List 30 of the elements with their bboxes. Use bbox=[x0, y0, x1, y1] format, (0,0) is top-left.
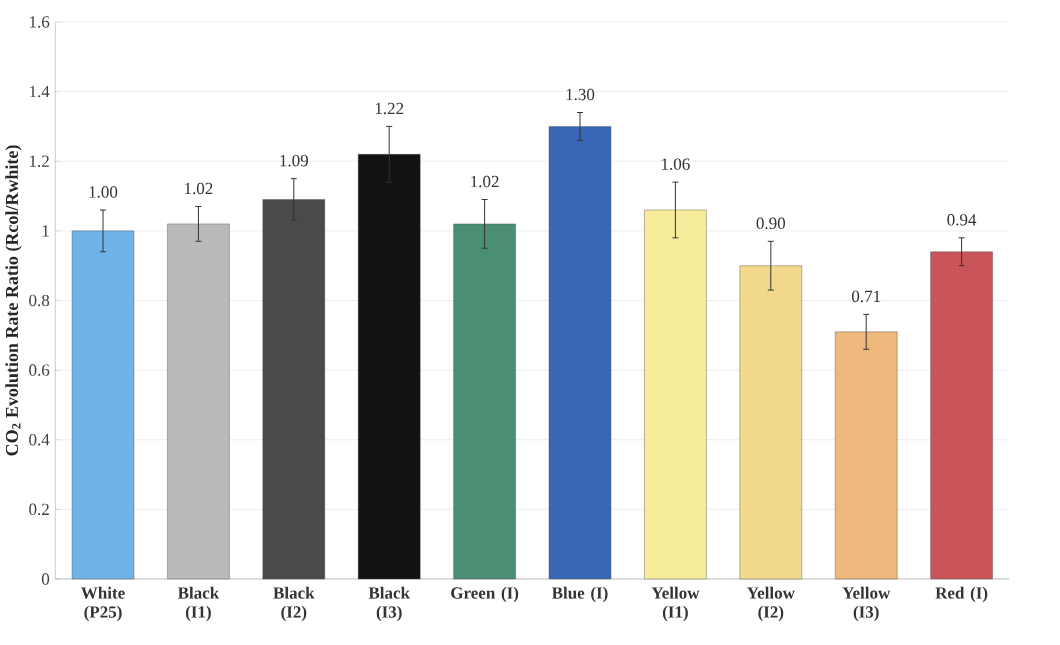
data-label: 0.71 bbox=[851, 290, 881, 303]
x-tick-label: Green (I) bbox=[451, 586, 519, 603]
data-label: 1.00 bbox=[89, 186, 118, 198]
x-tick-label: Black (I1) bbox=[177, 586, 220, 622]
data-label: 0.94 bbox=[947, 214, 977, 226]
x-tick-label: Black (I2) bbox=[273, 586, 315, 622]
x-tick-label: Black (I3) bbox=[368, 586, 410, 622]
x-tick-label: White (P25) bbox=[81, 586, 125, 622]
y-tick-label: 1.6 bbox=[30, 16, 50, 28]
x-tick-label: Yellow (I1) bbox=[651, 586, 700, 622]
y-tick-label: 1 bbox=[42, 225, 49, 237]
data-label: 0.90 bbox=[756, 217, 786, 230]
x-tick-label: Red (I) bbox=[935, 586, 988, 603]
data-label: 1.02 bbox=[185, 182, 213, 195]
y-tick-label: 1.2 bbox=[30, 155, 49, 167]
data-label: 1.02 bbox=[471, 175, 499, 188]
y-tick-label: 1.4 bbox=[30, 85, 50, 98]
x-tick-label: Yellow (I2) bbox=[747, 586, 795, 622]
y-tick-label: 0.2 bbox=[29, 503, 49, 516]
y-tick-label: 0 bbox=[41, 573, 50, 585]
data-label: 1.06 bbox=[662, 158, 690, 170]
y-tick-label: 0.4 bbox=[29, 433, 50, 446]
x-tick-label: Blue (I) bbox=[551, 586, 608, 603]
y-tick-label: 0.8 bbox=[29, 294, 50, 307]
data-label: 1.22 bbox=[375, 102, 404, 115]
x-tick-label: Yellow (I3) bbox=[842, 586, 891, 622]
y-tick-label: 0.6 bbox=[29, 364, 50, 376]
data-label: 1.30 bbox=[566, 88, 595, 101]
data-label: 1.09 bbox=[280, 154, 308, 167]
y-axis-title: CO$_{2}$ Evolution Rate Ratio (Rcol/Rwhite) bbox=[5, 145, 22, 456]
